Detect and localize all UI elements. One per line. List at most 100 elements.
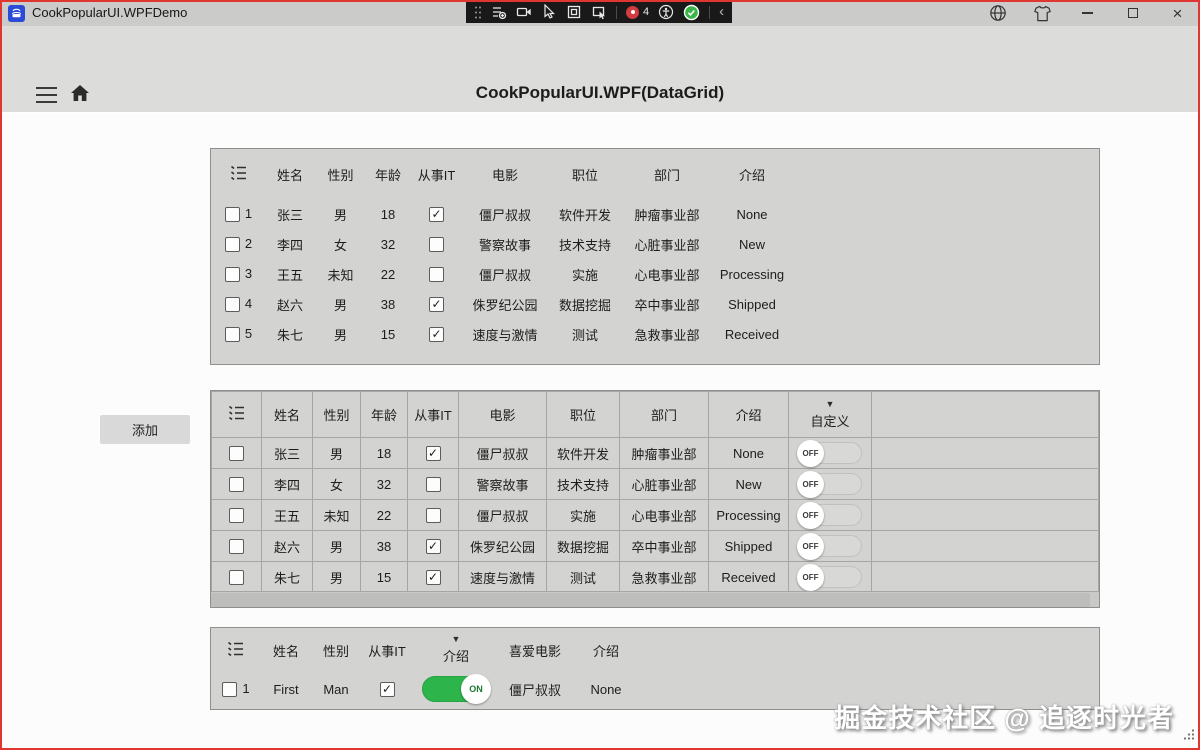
minimize-button[interactable] xyxy=(1065,0,1110,26)
cell-department[interactable]: 心电事业部 xyxy=(619,499,709,531)
row-select-checkbox[interactable] xyxy=(224,297,240,313)
column-header-movie[interactable]: 电影 xyxy=(491,167,518,183)
cell-department[interactable]: 肿瘤事业部 xyxy=(634,207,700,223)
column-header-it[interactable]: 从事IT xyxy=(407,391,459,438)
cell-name[interactable]: 朱七 xyxy=(276,327,303,343)
cell-age[interactable]: 32 xyxy=(380,236,396,252)
maximize-button[interactable] xyxy=(1110,0,1155,26)
cell-movie[interactable]: 僵尸叔叔 xyxy=(478,207,531,223)
column-header-age[interactable]: 年龄 xyxy=(374,167,401,183)
cell-favorite-movie[interactable]: 僵尸叔叔 xyxy=(508,682,561,698)
custom-toggle-switch[interactable]: OFF xyxy=(797,439,862,467)
row-select-checkbox[interactable] xyxy=(229,570,244,586)
close-button[interactable]: × xyxy=(1155,0,1200,26)
it-checkbox[interactable] xyxy=(429,297,444,313)
cell-position[interactable]: 数据挖掘 xyxy=(558,297,611,313)
cell-gender[interactable]: Man xyxy=(323,681,349,697)
custom-toggle-switch[interactable]: OFF xyxy=(797,532,862,560)
cell-introduce[interactable]: Shipped xyxy=(728,296,776,312)
cell-department[interactable]: 肿瘤事业部 xyxy=(619,437,709,469)
scrollbar-thumb[interactable] xyxy=(211,593,1091,607)
column-header-introduce[interactable]: 介绍 xyxy=(708,391,789,438)
cell-department[interactable]: 急救事业部 xyxy=(619,561,709,593)
column-header-it[interactable]: 从事IT xyxy=(417,167,456,183)
cell-name[interactable]: 李四 xyxy=(276,237,303,253)
cell-department[interactable]: 急救事业部 xyxy=(634,327,700,343)
it-checkbox[interactable] xyxy=(379,682,395,698)
cell-movie[interactable]: 速度与激情 xyxy=(472,327,538,343)
row-select-checkbox[interactable] xyxy=(229,508,244,524)
cell-movie[interactable]: 侏罗纪公园 xyxy=(472,297,538,313)
cell-gender[interactable]: 未知 xyxy=(327,267,354,283)
cell-gender[interactable]: 男 xyxy=(333,207,347,223)
cell-department[interactable]: 心脏事业部 xyxy=(634,237,700,253)
cell-name[interactable]: 张三 xyxy=(276,207,303,223)
it-checkbox[interactable] xyxy=(429,267,444,283)
cell-age[interactable]: 22 xyxy=(360,499,408,531)
cell-movie[interactable]: 侏罗纪公园 xyxy=(458,530,547,562)
home-button[interactable] xyxy=(70,84,90,107)
column-header-department[interactable]: 部门 xyxy=(653,167,680,183)
window-capture-icon[interactable] xyxy=(591,4,607,20)
video-record-icon[interactable] xyxy=(516,4,532,20)
cell-introduce[interactable]: None xyxy=(590,681,622,697)
it-checkbox[interactable] xyxy=(425,477,441,493)
column-header-introduce2[interactable]: 介绍 xyxy=(592,643,619,659)
cell-movie[interactable]: 僵尸叔叔 xyxy=(458,437,547,469)
cell-name[interactable]: First xyxy=(273,681,299,697)
it-checkbox[interactable] xyxy=(429,207,444,223)
cursor-capture-icon[interactable] xyxy=(541,4,557,20)
cell-age[interactable]: 22 xyxy=(380,266,396,282)
row-select-checkbox[interactable] xyxy=(229,446,244,462)
row-select-checkbox[interactable] xyxy=(224,267,240,283)
cell-name[interactable]: 王五 xyxy=(276,267,303,283)
drag-grip-icon[interactable] xyxy=(474,5,482,20)
cell-age[interactable]: 38 xyxy=(380,296,396,312)
row-select-checkbox[interactable] xyxy=(229,477,244,493)
column-header-age[interactable]: 年龄 xyxy=(360,391,408,438)
custom-toggle-switch[interactable]: OFF xyxy=(797,563,862,591)
column-header-department[interactable]: 部门 xyxy=(619,391,709,438)
row-select-checkbox[interactable] xyxy=(224,327,240,343)
cell-movie[interactable]: 僵尸叔叔 xyxy=(458,499,547,531)
cell-gender[interactable]: 女 xyxy=(312,468,361,500)
column-header-gender[interactable]: 性别 xyxy=(322,643,349,659)
cell-movie[interactable]: 僵尸叔叔 xyxy=(478,267,531,283)
cell-introduce[interactable]: Received xyxy=(724,326,780,342)
theme-skin-button[interactable] xyxy=(1020,0,1065,26)
cell-position[interactable]: 数据挖掘 xyxy=(546,530,620,562)
cell-gender[interactable]: 女 xyxy=(333,237,347,253)
cell-age[interactable]: 32 xyxy=(360,468,408,500)
cell-movie[interactable]: 速度与激情 xyxy=(458,561,547,593)
column-header-name[interactable]: 姓名 xyxy=(261,391,313,438)
cell-position[interactable]: 软件开发 xyxy=(546,437,620,469)
column-header-movie[interactable]: 电影 xyxy=(458,391,547,438)
cell-age[interactable]: 15 xyxy=(380,326,396,342)
row-select-checkbox[interactable] xyxy=(229,539,244,555)
cell-movie[interactable]: 警察故事 xyxy=(458,468,547,500)
it-checkbox[interactable] xyxy=(425,508,441,524)
cell-name[interactable]: 李四 xyxy=(261,468,313,500)
cell-name[interactable]: 王五 xyxy=(261,499,313,531)
column-header-name[interactable]: 姓名 xyxy=(272,643,299,659)
custom-toggle-switch[interactable]: OFF xyxy=(797,501,862,529)
column-header-position[interactable]: 职位 xyxy=(571,167,598,183)
select-all-header[interactable] xyxy=(211,628,261,672)
cell-department[interactable]: 卒中事业部 xyxy=(634,297,700,313)
row-select-checkbox[interactable] xyxy=(224,237,240,253)
row-select-checkbox[interactable] xyxy=(222,682,238,698)
column-header-favorite-movie[interactable]: 喜爱电影 xyxy=(508,643,561,659)
cell-age[interactable]: 18 xyxy=(360,437,408,469)
cell-gender[interactable]: 未知 xyxy=(312,499,361,531)
column-header-position[interactable]: 职位 xyxy=(546,391,620,438)
cell-movie[interactable]: 警察故事 xyxy=(478,237,531,253)
select-all-header[interactable] xyxy=(211,149,266,199)
resize-grip[interactable] xyxy=(1183,727,1195,745)
it-checkbox[interactable] xyxy=(425,570,441,586)
cell-department[interactable]: 心脏事业部 xyxy=(619,468,709,500)
cell-age[interactable]: 18 xyxy=(380,206,396,222)
cell-gender[interactable]: 男 xyxy=(312,561,361,593)
add-button[interactable]: 添加 xyxy=(100,415,190,444)
cell-position[interactable]: 技术支持 xyxy=(558,237,611,253)
cell-introduce[interactable]: New xyxy=(738,236,765,252)
